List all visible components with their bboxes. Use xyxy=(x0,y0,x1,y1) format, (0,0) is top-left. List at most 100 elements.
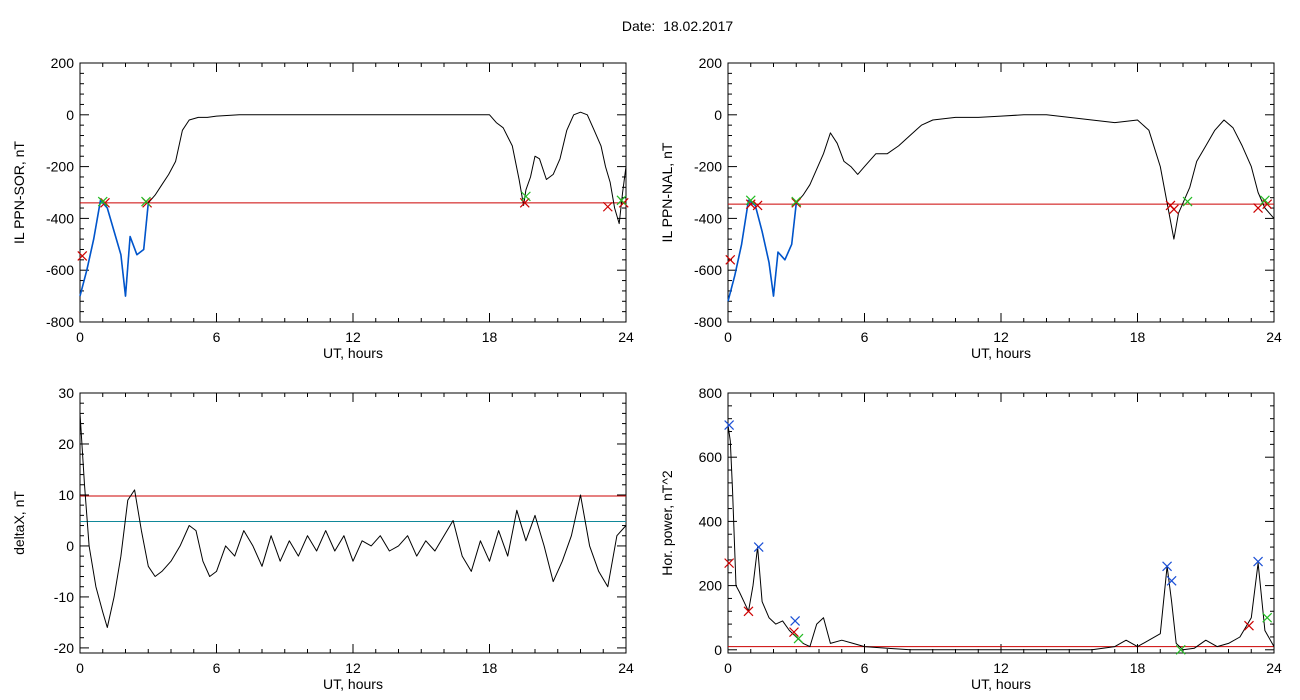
marker-green-stroke xyxy=(745,195,756,206)
marker-green xyxy=(97,196,108,207)
marker-blue-stroke xyxy=(1166,575,1177,586)
y-tick-label: -800 xyxy=(46,314,74,330)
y-tick-label: -400 xyxy=(46,210,74,226)
x-tick-label: 24 xyxy=(618,329,634,345)
x-axis-label: UT, hours xyxy=(323,676,383,692)
y-axis-label: deltaX, nT xyxy=(11,491,27,555)
marker-red xyxy=(77,251,88,261)
x-tick-label: 6 xyxy=(861,329,869,345)
y-tick-label: -200 xyxy=(694,159,722,175)
x-tick-label: 0 xyxy=(76,329,84,345)
series-line-1 xyxy=(727,199,798,302)
y-axis-label: IL PPN-NAL, nT xyxy=(659,142,675,242)
y-tick-label: -200 xyxy=(46,159,74,175)
marker-red xyxy=(791,197,802,208)
y-tick-label: 0 xyxy=(66,538,74,554)
marker-green-stroke xyxy=(520,191,531,202)
x-tick-label: 0 xyxy=(76,660,84,676)
marker-red-stroke xyxy=(789,627,799,638)
marker-blue xyxy=(753,542,764,552)
marker-blue-stroke xyxy=(753,542,764,552)
y-tick-label: 30 xyxy=(58,385,74,401)
y-tick-label: -600 xyxy=(46,262,74,278)
y-tick-label: 10 xyxy=(58,487,74,503)
marker-red xyxy=(1253,203,1263,213)
chart-panel-top-left: 0 6 12 18 24 -800 -600 -400 -200 0 200 UT, hours IL … xyxy=(11,55,634,361)
marker-green-stroke xyxy=(616,195,627,206)
x-tick-label: 18 xyxy=(482,660,498,676)
series-line-0 xyxy=(79,111,627,297)
y-tick-label: 200 xyxy=(699,578,723,594)
marker-blue-stroke xyxy=(1253,556,1263,567)
marker-green xyxy=(1262,612,1273,623)
marker-green-stroke xyxy=(791,196,802,207)
y-tick-label: 0 xyxy=(714,107,722,123)
series-line-0 xyxy=(79,413,627,628)
marker-green xyxy=(1259,195,1270,206)
marker-red xyxy=(602,201,613,212)
chart-panel-bottom-right: 0 6 12 18 24 0 200 400 600 800 UT, hours Hor. power… xyxy=(659,385,1282,692)
marker-red-stroke xyxy=(724,558,735,569)
marker-green-stroke xyxy=(793,633,804,644)
x-tick-label: 24 xyxy=(618,660,634,676)
marker-red-stroke xyxy=(725,254,736,265)
marker-blue xyxy=(1162,561,1172,572)
series-line-0 xyxy=(727,114,1275,302)
y-axis-label: Hor. power, nT^2 xyxy=(659,470,675,576)
x-tick-label: 6 xyxy=(213,660,221,676)
x-tick-label: 24 xyxy=(1266,329,1282,345)
y-tick-label: 0 xyxy=(714,642,722,658)
marker-green-stroke xyxy=(1262,612,1273,623)
marker-red xyxy=(1168,204,1179,215)
marker-red xyxy=(100,197,110,208)
page-title: Date: 18.02.2017 xyxy=(621,18,734,34)
x-tick-label: 12 xyxy=(345,329,361,345)
marker-red-stroke xyxy=(1244,620,1254,631)
marker-blue-stroke xyxy=(790,615,801,626)
marker-red-stroke xyxy=(1262,199,1273,210)
chart-panel-top-right: 0 6 12 18 24 -800 -600 -400 -200 0 200 UT, hours IL … xyxy=(659,55,1282,361)
marker-red xyxy=(789,627,799,638)
y-tick-label: 0 xyxy=(66,107,74,123)
marker-blue-stroke xyxy=(1162,561,1172,572)
marker-green-stroke xyxy=(1175,644,1186,655)
x-tick-label: 0 xyxy=(724,329,732,345)
y-tick-label: 400 xyxy=(699,513,723,529)
series-line-0 xyxy=(727,425,1275,651)
marker-red-stroke xyxy=(519,197,530,208)
marker-red xyxy=(1244,620,1254,631)
y-tick-label: -800 xyxy=(694,314,722,330)
plot-frame xyxy=(79,392,627,654)
x-axis-label: UT, hours xyxy=(323,345,383,361)
x-tick-label: 12 xyxy=(993,660,1009,676)
marker-green xyxy=(141,196,151,207)
x-tick-label: 24 xyxy=(1266,660,1282,676)
marker-green xyxy=(1182,196,1193,207)
x-tick-label: 18 xyxy=(482,329,498,345)
plot-frame xyxy=(727,392,1275,654)
y-axis-label: IL PPN-SOR, nT xyxy=(11,141,27,244)
marker-green-stroke xyxy=(141,196,151,207)
marker-red xyxy=(724,558,735,569)
marker-blue xyxy=(1253,556,1263,567)
y-tick-label: -600 xyxy=(694,262,722,278)
marker-green xyxy=(791,196,802,207)
y-tick-label: -20 xyxy=(54,640,74,656)
marker-green xyxy=(616,195,627,206)
x-tick-label: 6 xyxy=(861,660,869,676)
marker-green-stroke xyxy=(1259,195,1270,206)
marker-green xyxy=(1175,644,1186,655)
y-tick-label: 600 xyxy=(699,449,723,465)
marker-green xyxy=(520,191,531,202)
plot-frame xyxy=(727,62,1275,323)
chart-panel-bottom-left: 0 6 12 18 24 -20 -10 0 10 20 30 UT, hours deltaX, nT xyxy=(11,385,634,692)
marker-red-stroke xyxy=(1168,204,1179,215)
marker-red-stroke xyxy=(77,251,88,261)
x-tick-label: 12 xyxy=(345,660,361,676)
marker-green xyxy=(793,633,804,644)
marker-green-stroke xyxy=(1182,196,1193,207)
marker-red-stroke xyxy=(791,197,802,208)
y-tick-label: 200 xyxy=(51,55,75,71)
marker-red xyxy=(725,254,736,265)
